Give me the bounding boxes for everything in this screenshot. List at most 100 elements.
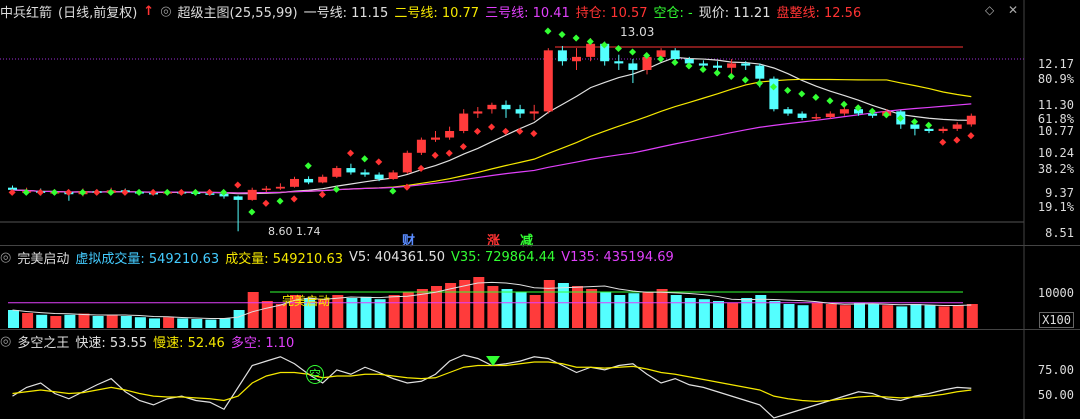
candle-body [868, 113, 878, 116]
sar-dot [417, 164, 425, 172]
volume-bar [628, 293, 640, 328]
gear-icon[interactable]: ◎ [0, 333, 12, 349]
axis-label: 50.00 [1037, 388, 1074, 402]
line-empty: 空仓: - [653, 5, 693, 21]
candle-body [825, 113, 835, 118]
volume-bar [642, 292, 654, 328]
volume-bar [431, 286, 442, 328]
sar-dot [925, 121, 933, 129]
candle-body [952, 124, 962, 129]
candle-body [938, 128, 948, 131]
volume-bar [952, 305, 964, 328]
stock-name: 中兵红箭 [0, 5, 53, 21]
sar-dot [206, 188, 214, 196]
volume-header: ◎ 完美启动 虚拟成交量: 549210.63 成交量: 549210.63 V… [0, 246, 1080, 268]
volume-bar [177, 318, 189, 328]
sar-dot [488, 123, 496, 131]
sar-dot [361, 155, 369, 163]
volume-bar [741, 298, 753, 328]
volume-bar [868, 304, 880, 328]
line-3: 三号线: 10.41 [485, 5, 570, 21]
sar-dot [784, 86, 792, 94]
sar-dot [502, 127, 510, 135]
volume-bar [684, 298, 696, 328]
sar-dot [36, 188, 44, 196]
volume-bar [92, 316, 104, 328]
osc-item: 多空: 1.10 [230, 335, 295, 351]
sar-dot [459, 143, 467, 151]
gear-icon[interactable]: ◎ [0, 249, 12, 265]
volume-bar [416, 289, 428, 328]
sar-dot [939, 138, 947, 146]
candle-body [670, 50, 680, 60]
candle-body [275, 186, 285, 189]
sar-dot [290, 195, 298, 203]
volume-bar [22, 313, 34, 328]
volume-bar [233, 310, 245, 328]
v5-line [12, 281, 972, 320]
volume-bar [727, 302, 739, 328]
volume-bar [966, 304, 978, 328]
sar-dot [516, 127, 524, 135]
sar-dot [332, 185, 340, 193]
volume-bar [614, 295, 626, 328]
volume-bar [304, 298, 316, 328]
volume-bar [445, 283, 457, 328]
oscillator-lines [12, 330, 1025, 419]
sar-dot [318, 191, 326, 199]
volume-bar [374, 299, 386, 328]
volume-bar [318, 299, 330, 328]
close-icon[interactable]: ✕ [1008, 3, 1019, 17]
slow-line [12, 361, 972, 402]
osc-item: 慢速: 52.46 [153, 335, 225, 351]
volume-title: 完美启动 [17, 251, 70, 267]
osc-title: 多空之王 [17, 335, 70, 351]
volume-bar [755, 295, 767, 328]
sar-dot [248, 208, 256, 216]
candle-body [374, 174, 384, 179]
volume-panel[interactable]: ◎ 完美启动 虚拟成交量: 549210.63 成交量: 549210.63 V… [0, 245, 1080, 330]
sar-dot [234, 181, 242, 189]
sar-dot [826, 97, 834, 105]
candle-body [247, 189, 257, 200]
axis-label: 75.00 [1037, 363, 1074, 377]
candle-body [402, 152, 412, 173]
candle-body [529, 111, 539, 114]
main-chart-panel[interactable]: 中兵红箭 (日线,前复权) ↑ ◎ 超级主图(25,55,99) 一号线: 11… [0, 0, 1080, 249]
sar-dot [262, 199, 270, 207]
volume-bar [163, 317, 175, 328]
main-candles [0, 0, 1025, 245]
sar-dot [93, 188, 101, 196]
candle-body [966, 115, 976, 125]
sar-dot [50, 188, 58, 196]
sar-dot [755, 79, 763, 87]
sar-dot [741, 76, 749, 84]
volume-bar [557, 283, 569, 328]
sar-dot [614, 44, 622, 53]
sar-dot [149, 188, 157, 196]
candle-body [473, 111, 483, 114]
candle-body [614, 61, 624, 64]
sar-dot [953, 136, 961, 144]
candle-body [515, 109, 525, 114]
line-2: 二号线: 10.77 [394, 5, 480, 21]
axis-label: 10.77 [1037, 124, 1074, 138]
volume-bar [388, 295, 400, 328]
main-price-axis: 12.17 80.9% 11.30 61.8% 10.77 10.24 38.2… [1028, 0, 1080, 245]
sar-dot [967, 132, 975, 140]
candle-body [557, 50, 567, 62]
sar-dot [911, 118, 919, 126]
volume-bar [487, 286, 499, 328]
sar-dot [671, 58, 679, 67]
sar-dot [544, 27, 552, 35]
osc-marker: 空 [306, 365, 325, 384]
diamond-icon[interactable]: ◇ [985, 3, 995, 17]
gear-icon[interactable]: ◎ [160, 3, 172, 19]
oscillator-panel[interactable]: ◎ 多空之王 快速: 53.55 慢速: 52.46 多空: 1.10 空 75… [0, 329, 1080, 419]
volume-bar [783, 304, 795, 328]
sar-dot [473, 127, 481, 135]
sar-dot [727, 72, 735, 80]
volume-bar [854, 302, 865, 328]
arrow-up-icon[interactable]: ↑ [143, 3, 155, 19]
candle-body [8, 187, 17, 190]
